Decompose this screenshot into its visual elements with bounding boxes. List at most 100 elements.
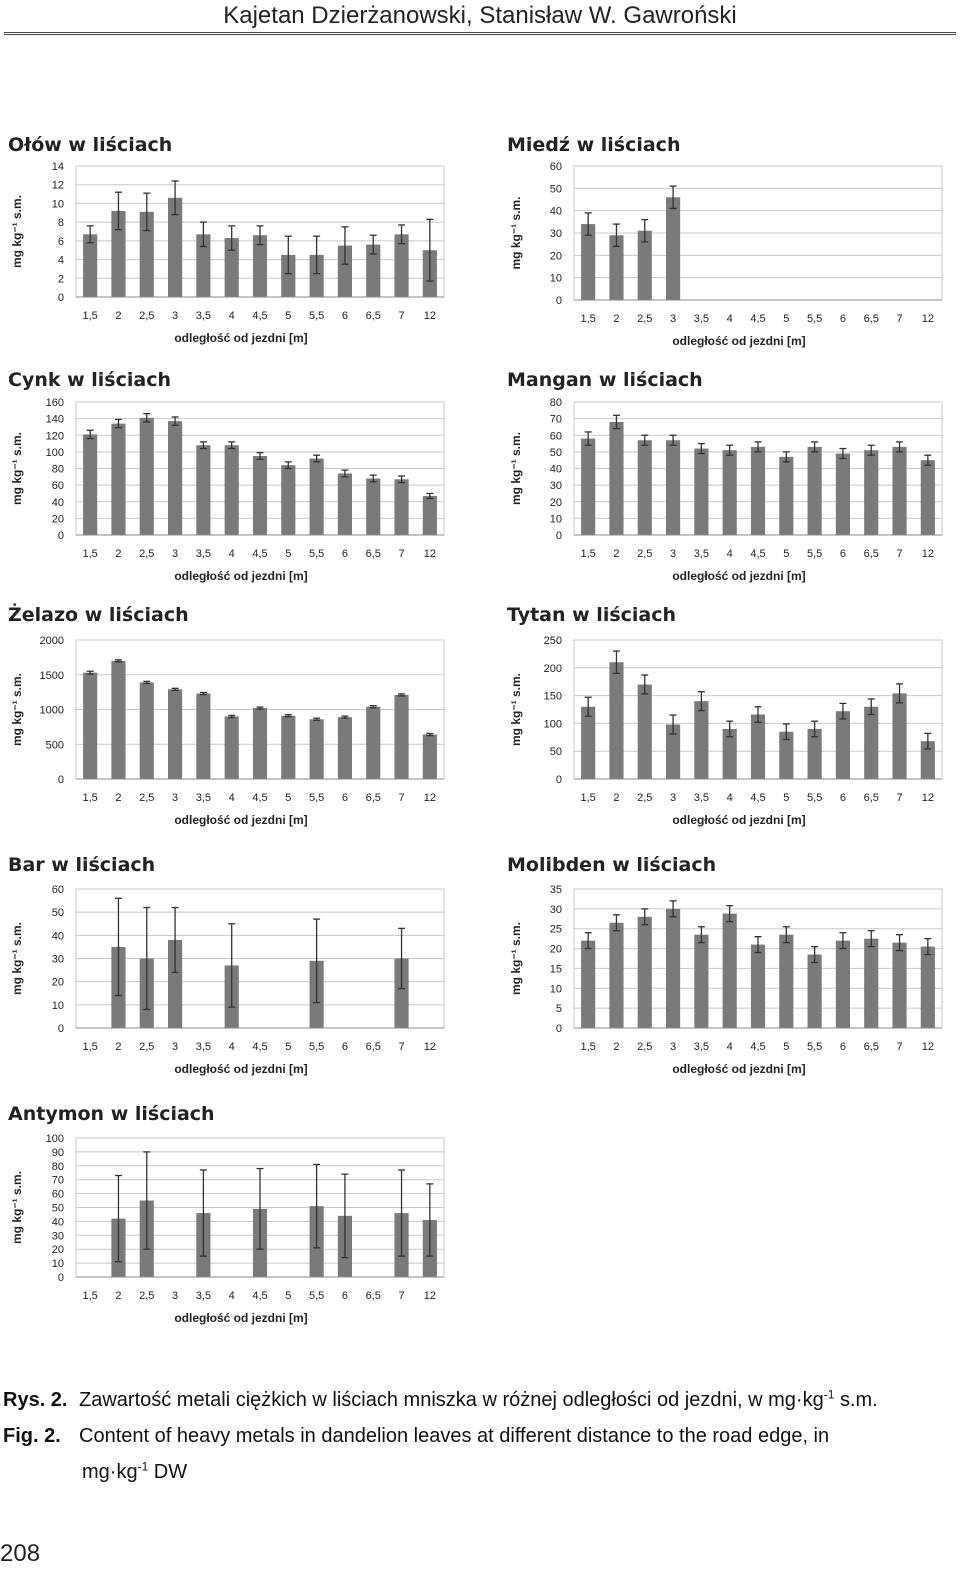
- y-tick-label: 40: [52, 1216, 64, 1228]
- y-tick-label: 60: [52, 1189, 64, 1201]
- x-axis-label: odległość od jezdni [m]: [672, 1062, 805, 1076]
- x-tick-label: 2: [613, 548, 619, 560]
- error-bar: [867, 930, 875, 948]
- caption-english-label: Fig. 2.: [3, 1425, 61, 1447]
- y-tick-label: 20: [550, 497, 562, 509]
- x-tick-label: 4: [727, 313, 733, 325]
- x-tick-label: 6: [342, 548, 348, 560]
- y-axis-label: mg kg⁻¹ s.m.: [509, 432, 523, 505]
- error-bar: [171, 416, 179, 426]
- x-tick-label: 12: [424, 1041, 436, 1053]
- error-bar: [398, 224, 406, 245]
- error-bar: [867, 698, 875, 716]
- error-bar: [86, 225, 94, 244]
- x-tick-label: 7: [896, 792, 902, 804]
- x-tick-label: 3,5: [694, 548, 709, 560]
- error-bar: [398, 927, 406, 990]
- y-tick-label: 5: [556, 1003, 562, 1015]
- y-tick-label: 14: [52, 161, 64, 173]
- y-tick-label: 25: [550, 924, 562, 936]
- x-tick-label: 2,5: [637, 792, 652, 804]
- bar: [252, 456, 268, 535]
- x-tick-label: 2,5: [139, 792, 154, 804]
- x-tick-label: 4: [727, 548, 733, 560]
- bar: [722, 728, 737, 779]
- x-tick-label: 1,5: [581, 1041, 596, 1053]
- error-bar: [114, 418, 122, 429]
- error-bar: [726, 905, 734, 923]
- bar: [337, 245, 352, 297]
- error-bar: [754, 706, 762, 723]
- bar: [920, 460, 935, 535]
- y-tick-label: 140: [46, 414, 64, 426]
- error-bar: [924, 454, 932, 466]
- x-axis-label: odległość od jezdni [m]: [174, 1311, 307, 1325]
- page-header: Kajetan Dzierżanowski, Stanisław W. Gawr…: [223, 2, 737, 29]
- bar: [666, 440, 681, 535]
- y-tick-label: 40: [550, 464, 562, 476]
- x-tick-label: 5: [285, 1041, 291, 1053]
- error-bar: [369, 705, 377, 709]
- error-bar: [584, 212, 592, 236]
- error-bar: [839, 932, 847, 950]
- error-bar: [284, 461, 292, 470]
- x-tick-label: 7: [398, 310, 404, 322]
- error-bar: [228, 714, 236, 719]
- x-tick-label: 5: [285, 1290, 291, 1302]
- error-bar: [896, 934, 904, 952]
- x-tick-label: 3: [670, 313, 676, 325]
- x-tick-label: 6,5: [366, 1290, 381, 1302]
- x-tick-label: 3,5: [694, 313, 709, 325]
- error-bar: [341, 1173, 349, 1259]
- x-tick-label: 5,5: [309, 548, 324, 560]
- x-tick-label: 2: [115, 310, 121, 322]
- y-tick-label: 0: [58, 530, 64, 542]
- x-tick-label: 5: [285, 792, 291, 804]
- error-bar: [839, 447, 847, 460]
- bar: [750, 944, 766, 1028]
- y-tick-label: 60: [550, 161, 562, 173]
- x-tick-label: 6: [840, 1041, 846, 1053]
- error-bar: [754, 936, 762, 954]
- x-tick-label: 3,5: [694, 1041, 709, 1053]
- bar: [694, 448, 709, 535]
- error-bar: [341, 469, 349, 478]
- y-tick-label: 0: [556, 295, 562, 307]
- x-tick-label: 5: [783, 548, 789, 560]
- error-bar: [697, 442, 705, 455]
- y-tick-label: 500: [46, 739, 64, 751]
- x-tick-label: 6: [840, 548, 846, 560]
- error-bar: [641, 434, 649, 446]
- chart-4: Mangan w liściach 0 10 20 30 40 50 60 70 80 mg kg⁻…: [507, 369, 943, 583]
- x-tick-label: 3,5: [694, 792, 709, 804]
- y-tick-label: 4: [58, 255, 64, 267]
- chart-title: Ołów w liściach: [8, 134, 172, 156]
- x-tick-label: 6,5: [366, 792, 381, 804]
- x-tick-label: 2,5: [139, 1290, 154, 1302]
- chart-1: Ołów w liściach 0 2 4 6 8 10 12 14 mg kg⁻¹ s.m. 1,…: [8, 134, 445, 345]
- x-tick-label: 3,5: [196, 1041, 211, 1053]
- error-bar: [426, 492, 434, 500]
- error-bar: [256, 1167, 264, 1250]
- bar: [722, 450, 737, 535]
- x-axis-label: odległość od jezdni [m]: [174, 813, 307, 827]
- bar: [366, 478, 381, 535]
- chart-5: Żelazo w liściach 0 500 1000 1500 2000 mg kg⁻¹…: [8, 602, 445, 827]
- bar: [139, 211, 154, 297]
- error-bar: [839, 702, 847, 720]
- bar: [309, 719, 324, 779]
- y-tick-label: 40: [52, 930, 64, 942]
- bar: [83, 672, 98, 779]
- error-bar: [114, 897, 122, 997]
- bar: [252, 235, 268, 297]
- x-tick-label: 3: [670, 1041, 676, 1053]
- bar: [666, 724, 681, 779]
- bar: [637, 684, 652, 779]
- error-bar: [782, 926, 790, 944]
- y-tick-label: 80: [550, 397, 562, 409]
- error-bar: [114, 191, 122, 231]
- bar: [394, 694, 409, 779]
- x-tick-label: 4,5: [750, 313, 765, 325]
- bar: [920, 741, 935, 779]
- y-tick-label: 0: [556, 1023, 562, 1035]
